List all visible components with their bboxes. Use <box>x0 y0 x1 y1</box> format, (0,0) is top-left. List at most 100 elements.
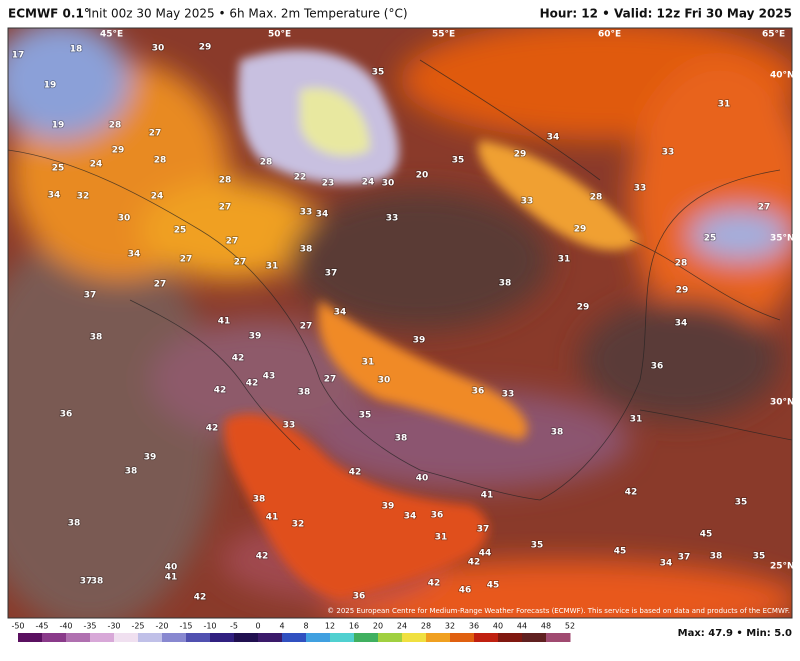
temperature-label: 33 <box>634 184 647 194</box>
temperature-label: 35 <box>735 498 748 508</box>
temperature-label: 27 <box>300 322 313 332</box>
colorbar-segment <box>42 633 67 642</box>
colorbar-segment <box>90 633 115 642</box>
colorbar-tick-label: 40 <box>493 622 503 631</box>
temperature-label: 34 <box>334 308 347 318</box>
temperature-label: 42 <box>232 354 245 364</box>
colorbar-segment <box>114 633 139 642</box>
temperature-label: 36 <box>431 511 444 521</box>
coord-label: 35°N <box>770 234 795 244</box>
colorbar-segment <box>186 633 211 642</box>
map-raster <box>8 28 792 618</box>
temperature-label: 38 <box>710 552 723 562</box>
temperature-label: 44 <box>479 549 492 559</box>
colorbar-tick-label: -20 <box>155 622 168 631</box>
colorbar-tick-label: -10 <box>203 622 216 631</box>
temperature-label: 36 <box>651 362 664 372</box>
temperature-label: 36 <box>60 410 73 420</box>
colorbar-tick-label: 24 <box>397 622 407 631</box>
temperature-label: 35 <box>359 411 372 421</box>
temperature-label: 42 <box>194 593 207 603</box>
temperature-label: 31 <box>630 415 643 425</box>
coord-label: 50°E <box>268 30 291 40</box>
temperature-label: 35 <box>372 68 385 78</box>
colorbar-segment <box>162 633 187 642</box>
temperature-label: 25 <box>704 234 717 244</box>
temperature-label: 27 <box>149 129 162 139</box>
temperature-label: 42 <box>428 579 441 589</box>
colorbar-tick-label: 0 <box>255 622 260 631</box>
temperature-label: 39 <box>413 336 426 346</box>
temperature-label: 37 <box>678 553 691 563</box>
temperature-label: 27 <box>154 280 167 290</box>
temperature-label: 42 <box>625 488 638 498</box>
colorbar-segment <box>210 633 235 642</box>
temperature-label: 39 <box>249 332 262 342</box>
temperature-label: 42 <box>206 424 219 434</box>
map-frame <box>7 27 793 619</box>
temperature-label: 20 <box>416 171 429 181</box>
temperature-label: 28 <box>590 193 603 203</box>
temperature-label: 29 <box>112 146 125 156</box>
temperature-label: 27 <box>234 258 247 268</box>
colorbar-segment <box>18 633 43 642</box>
temperature-label: 29 <box>676 286 689 296</box>
temperature-label: 41 <box>218 317 231 327</box>
temperature-label: 31 <box>362 358 375 368</box>
colorbar-segment <box>498 633 523 642</box>
temperature-label: 29 <box>577 303 590 313</box>
max-min: Max: 47.9 • Min: 5.0 <box>678 628 792 639</box>
model-name: ECMWF 0.1° <box>8 7 90 21</box>
colorbar-segment <box>282 633 307 642</box>
temperature-label: 25 <box>174 226 187 236</box>
temperature-label: 33 <box>521 197 534 207</box>
temperature-label: 38 <box>125 467 138 477</box>
temperature-label: 38 <box>499 279 512 289</box>
temperature-label: 30 <box>382 179 395 189</box>
temperature-label: 38 <box>90 333 103 343</box>
temperature-label: 19 <box>52 121 65 131</box>
temperature-label: 41 <box>266 513 279 523</box>
temperature-label: 24 <box>362 178 375 188</box>
temperature-label: 28 <box>260 158 273 168</box>
temperature-label: 18 <box>70 45 83 55</box>
colorbar-segment <box>474 633 499 642</box>
temperature-label: 41 <box>165 573 178 583</box>
temperature-label: 42 <box>256 552 269 562</box>
temperature-label: 39 <box>144 453 157 463</box>
colorbar-segment <box>426 633 451 642</box>
colorbar-segment <box>330 633 355 642</box>
temperature-label: 32 <box>77 192 90 202</box>
coord-label: 65°E <box>762 30 785 40</box>
init-text: Init 00z 30 May 2025 • 6h Max. 2m Temper… <box>88 7 408 21</box>
temperature-label: 45 <box>700 530 713 540</box>
colorbar-segment <box>66 633 91 642</box>
temperature-label: 28 <box>109 121 122 131</box>
temperature-label: 40 <box>165 563 178 573</box>
temperature-label: 38 <box>298 388 311 398</box>
temperature-label: 45 <box>487 581 500 591</box>
temperature-label: 42 <box>349 468 362 478</box>
temperature-label: 38 <box>91 577 104 587</box>
coord-label: 40°N <box>770 71 795 81</box>
temperature-label: 33 <box>386 214 399 224</box>
coord-label: 60°E <box>598 30 621 40</box>
temperature-label: 29 <box>514 150 527 160</box>
colorbar-tick-label: 52 <box>565 622 575 631</box>
temperature-label: 34 <box>660 559 673 569</box>
temperature-label: 42 <box>214 386 227 396</box>
temperature-label: 28 <box>219 176 232 186</box>
colorbar-tick-label: 4 <box>279 622 284 631</box>
temperature-label: 30 <box>378 376 391 386</box>
temperature-label: 45 <box>614 547 627 557</box>
colorbar-segment <box>138 633 163 642</box>
temperature-label: 33 <box>300 208 313 218</box>
temperature-label: 34 <box>128 250 141 260</box>
temperature-label: 29 <box>574 225 587 235</box>
temperature-label: 37 <box>80 577 93 587</box>
temperature-label: 31 <box>558 255 571 265</box>
temperature-label: 38 <box>253 495 266 505</box>
temperature-label: 35 <box>753 552 766 562</box>
colorbar-segment <box>522 633 547 642</box>
colorbar-tick-label: -15 <box>179 622 192 631</box>
